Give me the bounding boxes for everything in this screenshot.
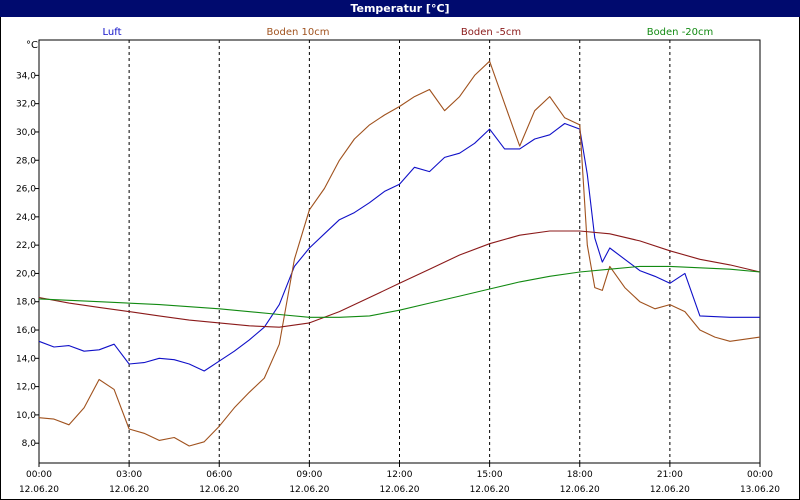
x-tick-time-label: 12:00 (387, 470, 413, 480)
legend-boden-5cm: Boden -5cm (461, 27, 521, 38)
legend-boden-20cm: Boden -20cm (647, 27, 714, 38)
series-line-luft (38, 122, 760, 372)
y-tick-label: 12,0 (16, 383, 36, 393)
y-tick-label: 32,0 (16, 100, 36, 110)
x-tick-date-label: 13.06.20 (740, 485, 780, 495)
x-tick-time-label: 21:00 (657, 470, 683, 480)
series-line-boden-5cm (38, 230, 761, 328)
y-tick-label: 14,0 (16, 354, 36, 364)
x-tick-time-label: 18:00 (567, 470, 593, 480)
x-tick-time-label: 09:00 (296, 470, 322, 480)
y-unit-label: °C (26, 40, 38, 51)
y-axis: 8,0 10,0 12,0 14,0 16,0 18,0 20,0 22,0 24,0 26,0 2… (16, 71, 39, 449)
x-tick-date-label: 12.06.20 (560, 485, 600, 495)
x-tick-date-label: 12.06.20 (199, 485, 239, 495)
y-tick-label: 22,0 (16, 241, 36, 251)
x-tick-date-label: 12.06.20 (19, 485, 59, 495)
x-tick-date-label: 12.06.20 (650, 485, 690, 495)
series-group (38, 60, 761, 447)
x-tick-date-label: 12.06.20 (109, 485, 149, 495)
y-tick-label: 18,0 (16, 298, 36, 308)
x-tick-time-label: 03:00 (116, 470, 142, 480)
series-line-boden-10cm (38, 60, 761, 447)
y-tick-label: 34,0 (16, 71, 36, 81)
x-tick-date-label: 12.06.20 (470, 485, 510, 495)
y-tick-label: 20,0 (16, 269, 36, 279)
y-tick-label: 16,0 (16, 326, 36, 336)
grid (128, 40, 671, 463)
legend-luft: Luft (103, 27, 122, 38)
window-title: Temperatur [°C] (0, 0, 800, 17)
x-axis: 00:00 12.06.20 03:00 12.06.20 06:00 12.06.20 0… (19, 463, 780, 495)
y-tick-label: 24,0 (16, 213, 36, 223)
y-tick-label: 26,0 (16, 185, 36, 195)
y-tick-label: 10,0 (16, 411, 36, 421)
series-line-boden-20cm (38, 265, 761, 318)
legend: Luft Boden 10cm Boden -5cm Boden -20cm (103, 27, 714, 38)
legend-boden-10cm: Boden 10cm (267, 27, 330, 38)
x-tick-time-label: 06:00 (206, 470, 232, 480)
x-tick-time-label: 15:00 (477, 470, 503, 480)
x-tick-time-label: 00:00 (26, 470, 52, 480)
x-tick-date-label: 12.06.20 (289, 485, 329, 495)
x-tick-time-label: 00:00 (747, 470, 773, 480)
x-tick-date-label: 12.06.20 (379, 485, 419, 495)
y-tick-label: 30,0 (16, 128, 36, 138)
y-tick-label: 28,0 (16, 156, 36, 166)
y-tick-label: 8,0 (22, 439, 37, 449)
